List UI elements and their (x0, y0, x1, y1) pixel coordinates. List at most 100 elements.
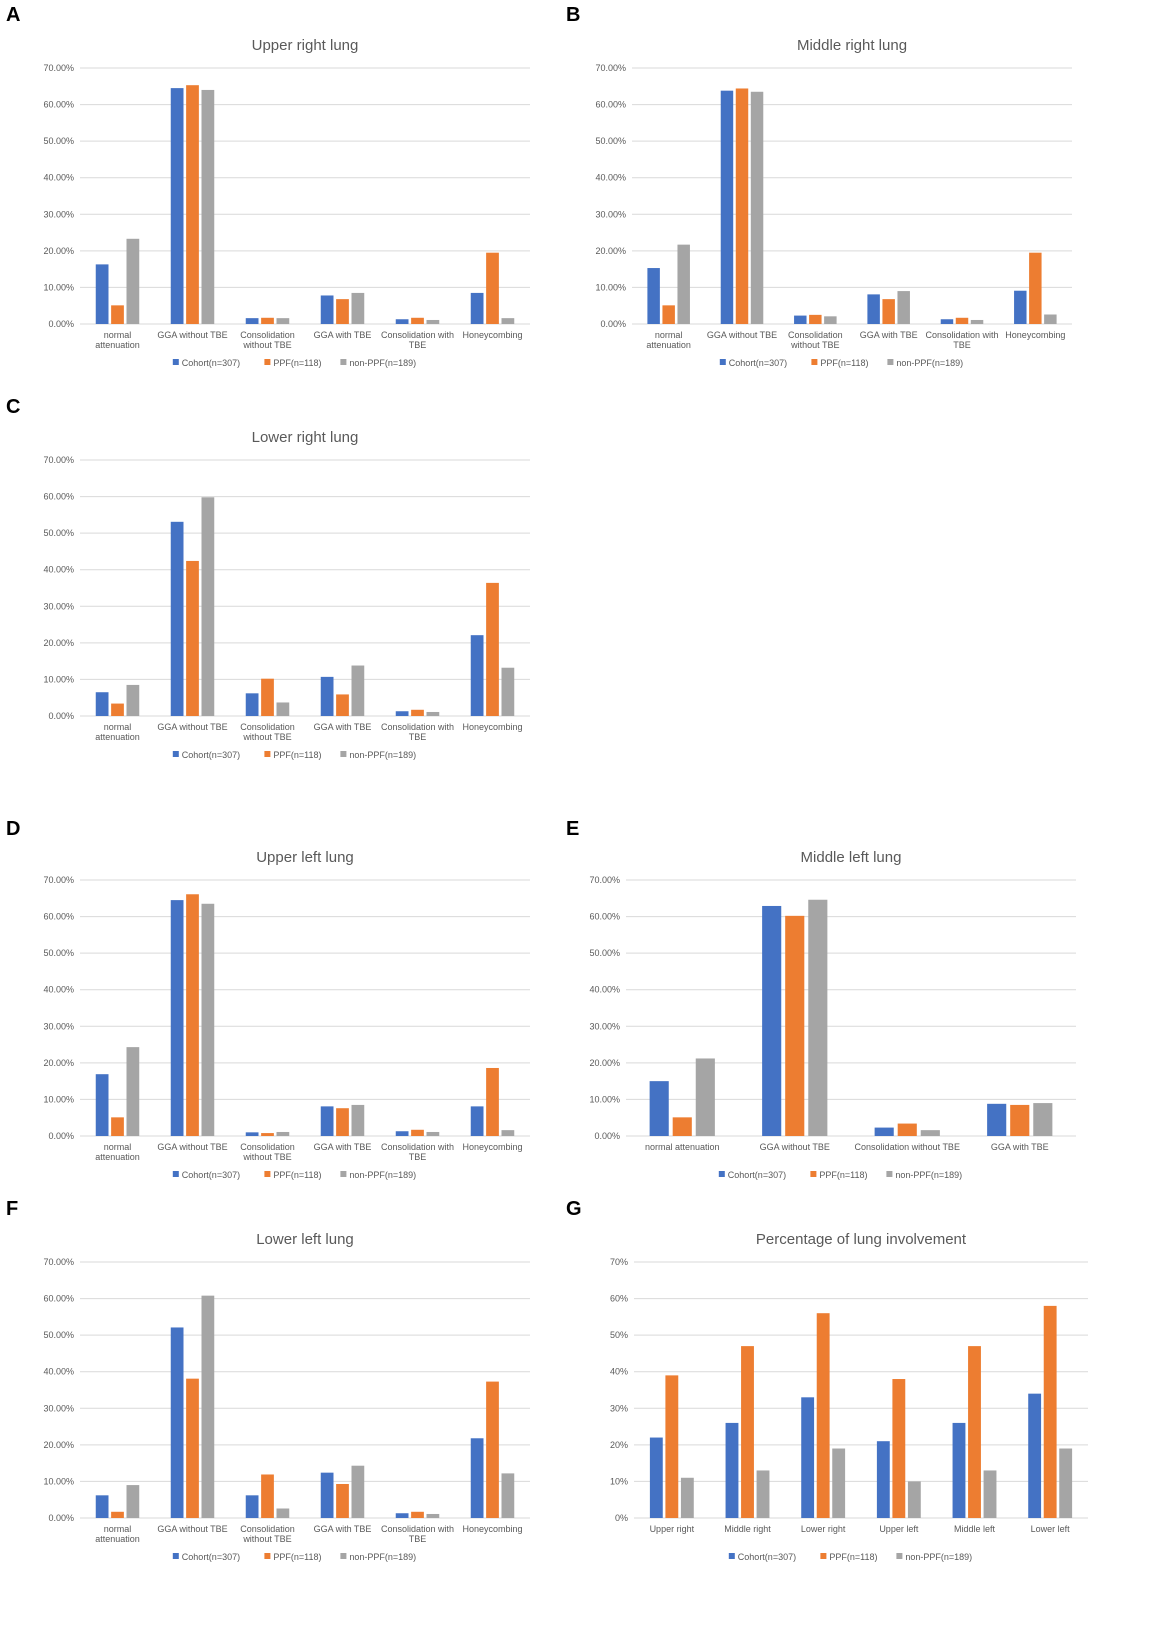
y-tick-label: 60.00% (43, 912, 74, 922)
y-tick-label: 30.00% (589, 1021, 620, 1031)
bar-cohort-n-307-lower-left (1028, 1393, 1042, 1518)
legend-swatch-cohort-n-307 (172, 1553, 179, 1559)
bar-ppf-n-118-consolidation-with-tbe (411, 709, 424, 716)
bar-cohort-n-307-middle-left (952, 1422, 966, 1518)
bar-non-ppf-n-189-gga-with-tbe (351, 665, 365, 716)
bar-non-ppf-n-189-normal-attenuation (126, 1485, 140, 1518)
y-tick-label: 10.00% (589, 1094, 620, 1104)
legend-swatch-cohort-n-307 (172, 359, 179, 365)
y-tick-label: 20.00% (43, 246, 74, 256)
x-category-label: TBE (409, 1534, 427, 1544)
bar-non-ppf-n-189-gga-with-tbe (897, 291, 910, 324)
bar-cohort-n-307-consolidation-without-tbe (245, 318, 259, 324)
bar-cohort-n-307-consolidation-with-tbe (395, 1131, 409, 1136)
bar-ppf-n-118-lower-left (1043, 1305, 1057, 1518)
bar-non-ppf-n-189-upper-right (680, 1477, 694, 1518)
x-category-label: GGA without TBE (157, 1524, 227, 1534)
y-tick-label: 70.00% (43, 1257, 74, 1267)
bar-cohort-n-307-honeycombing (470, 635, 484, 716)
x-category-label: Lower left (1031, 1524, 1071, 1534)
y-tick-label: 70.00% (43, 875, 74, 885)
bar-non-ppf-n-189-normal-attenuation (126, 684, 140, 716)
bar-cohort-n-307-gga-without-tbe (762, 905, 782, 1136)
legend-swatch-non-ppf-n-189 (340, 1553, 347, 1559)
y-tick-label: 40.00% (43, 1367, 74, 1377)
x-category-label: normal (104, 1142, 132, 1152)
panel-letter-f: F (6, 1198, 19, 1220)
x-category-label: Honeycombing (462, 1142, 522, 1152)
y-tick-label: 30% (610, 1403, 628, 1413)
bar-cohort-n-307-normal-attenuation (649, 1081, 669, 1136)
bar-ppf-n-118-normal-attenuation (111, 1117, 124, 1136)
bar-ppf-n-118-gga-without-tbe (785, 915, 805, 1136)
legend-label-cohort-n-307: Cohort(n=307) (182, 1170, 240, 1180)
bar-ppf-n-118-consolidation-with-tbe (411, 1129, 424, 1136)
chart-svg: Lower right lung 0.00% 10.00% 20.00% 30.00% 4… (43, 429, 530, 760)
y-tick-label: 40.00% (43, 565, 74, 575)
x-category-label: GGA with TBE (314, 1142, 372, 1152)
legend-swatch-ppf-n-118 (264, 751, 271, 757)
bar-ppf-n-118-gga-with-tbe (336, 299, 349, 324)
y-tick-label: 60% (610, 1294, 628, 1304)
chart-svg: Upper left lung 0.00% 10.00% 20.00% 30.00% 40… (43, 849, 530, 1180)
chart-title: Middle right lung (797, 37, 907, 54)
x-category-label: normal attenuation (645, 1142, 720, 1152)
panel-letter-d: D (6, 818, 21, 840)
x-category-label: attenuation (646, 340, 691, 350)
x-category-label: Honeycombing (462, 330, 522, 340)
legend-swatch-non-ppf-n-189 (886, 1171, 893, 1177)
y-tick-label: 70.00% (589, 875, 620, 885)
bar-cohort-n-307-gga-without-tbe (170, 521, 184, 716)
chart-title: Upper right lung (252, 37, 359, 54)
x-category-label: attenuation (95, 1534, 140, 1544)
legend-swatch-cohort-n-307 (172, 1171, 179, 1177)
legend-swatch-ppf-n-118 (264, 1171, 271, 1177)
bar-ppf-n-118-gga-without-tbe (186, 85, 199, 324)
bar-ppf-n-118-gga-with-tbe (336, 1483, 349, 1518)
y-tick-label: 50.00% (43, 136, 74, 146)
x-category-label: GGA with TBE (314, 1524, 372, 1534)
legend-swatch-non-ppf-n-189 (896, 1553, 903, 1559)
x-category-label: without TBE (790, 340, 839, 350)
y-tick-label: 50.00% (589, 948, 620, 958)
y-tick-label: 50.00% (43, 528, 74, 538)
x-category-label: Upper left (879, 1524, 919, 1534)
bar-ppf-n-118-consolidation-without-tbe (809, 314, 822, 324)
legend-swatch-ppf-n-118 (811, 359, 818, 365)
panel-letter-e: E (566, 818, 580, 840)
bar-ppf-n-118-upper-left (892, 1379, 906, 1518)
y-tick-label: 40.00% (589, 985, 620, 995)
legend-swatch-ppf-n-118 (820, 1553, 827, 1559)
bar-non-ppf-n-189-honeycombing (501, 318, 515, 324)
legend-swatch-non-ppf-n-189 (887, 359, 894, 365)
y-tick-label: 10.00% (43, 282, 74, 292)
bar-cohort-n-307-consolidation-without-tbe (245, 693, 259, 716)
x-category-label: Lower right (801, 1524, 846, 1534)
y-tick-label: 10% (610, 1476, 628, 1486)
bar-cohort-n-307-honeycombing (470, 1106, 484, 1136)
bar-ppf-n-118-consolidation-with-tbe (955, 317, 969, 324)
y-tick-label: 20.00% (43, 1058, 74, 1068)
bar-ppf-n-118-gga-without-tbe (186, 560, 199, 716)
chart-svg: Middle left lung 0.00% 10.00% 20.00% 30.00% 4… (589, 849, 1076, 1180)
y-tick-label: 70.00% (595, 63, 626, 73)
x-category-label: TBE (409, 732, 427, 742)
bar-cohort-n-307-gga-without-tbe (720, 90, 734, 324)
legend-label-cohort-n-307: Cohort(n=307) (738, 1552, 796, 1562)
x-category-label: Middle right (724, 1524, 771, 1534)
y-tick-label: 0.00% (48, 711, 74, 721)
bar-non-ppf-n-189-normal-attenuation (695, 1058, 715, 1136)
bar-ppf-n-118-upper-right (665, 1375, 679, 1518)
bar-cohort-n-307-honeycombing (470, 1438, 484, 1518)
x-category-label: Consolidation with (381, 330, 454, 340)
y-tick-label: 30.00% (43, 1403, 74, 1413)
y-tick-label: 10.00% (43, 1476, 74, 1486)
y-tick-label: 60.00% (43, 492, 74, 502)
x-category-label: Consolidation (240, 1524, 295, 1534)
bar-ppf-n-118-honeycombing (486, 582, 499, 716)
bar-non-ppf-n-189-lower-left (1059, 1448, 1073, 1518)
bar-cohort-n-307-gga-without-tbe (170, 88, 184, 324)
legend-label-ppf-n-118: PPF(n=118) (829, 1552, 877, 1562)
bar-ppf-n-118-gga-with-tbe (882, 299, 895, 324)
bar-non-ppf-n-189-normal-attenuation (126, 1047, 140, 1136)
